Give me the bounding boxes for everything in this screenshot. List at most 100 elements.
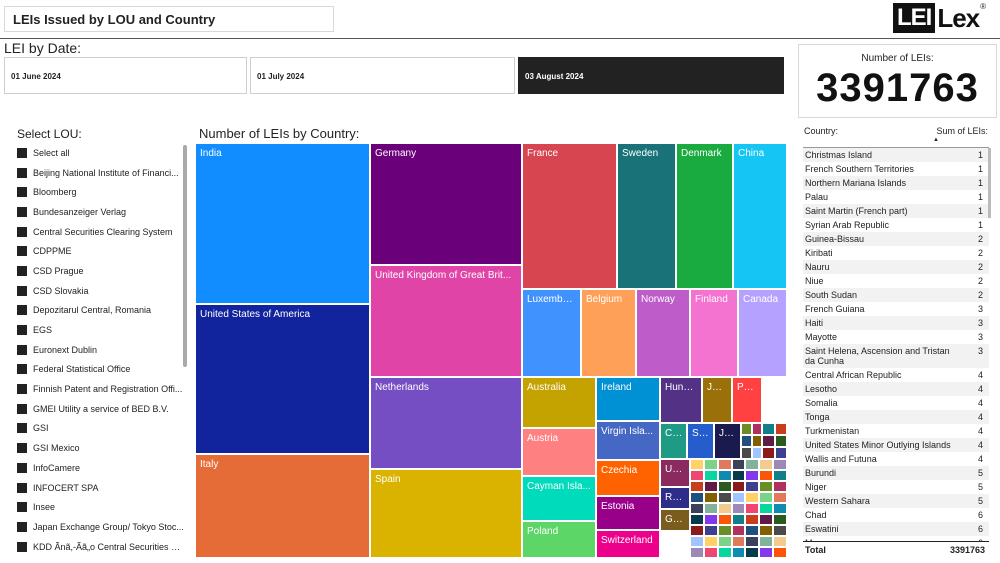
treemap-tile[interactable]: Po... <box>732 377 762 423</box>
treemap-tile-small[interactable] <box>773 525 787 536</box>
treemap-tile-small[interactable] <box>717 503 732 514</box>
treemap-tile[interactable]: Finland <box>690 289 738 377</box>
table-row[interactable]: Niue 2 <box>803 274 989 288</box>
sort-ascending-icon[interactable]: ▲ <box>933 137 939 143</box>
treemap-tile-small[interactable] <box>717 514 732 525</box>
table-row[interactable]: Western Sahara 5 <box>803 494 989 508</box>
treemap-tile-small[interactable] <box>741 435 752 447</box>
treemap-tile[interactable]: France <box>522 143 617 289</box>
table-row[interactable]: Wallis and Futuna 4 <box>803 452 989 466</box>
treemap-tile[interactable]: Belgium <box>581 289 636 377</box>
date-option-june[interactable]: 01 June 2024 <box>4 57 247 94</box>
table-row[interactable]: French Southern Territories 1 <box>803 162 989 176</box>
table-row[interactable]: South Sudan 2 <box>803 288 989 302</box>
treemap-tile[interactable]: Italy <box>195 454 370 558</box>
treemap-tile[interactable]: Un... <box>660 459 690 487</box>
treemap-tile-small[interactable] <box>773 492 787 503</box>
treemap-tile-small[interactable] <box>731 525 746 536</box>
treemap-tile-small[interactable] <box>690 525 704 536</box>
checkbox[interactable] <box>17 384 27 395</box>
treemap-tile-small[interactable] <box>745 481 760 492</box>
checkbox[interactable] <box>17 403 27 414</box>
treemap-tile[interactable]: Spain <box>370 469 522 558</box>
lou-item[interactable]: GSI Mexico <box>17 438 187 458</box>
treemap-tile-small[interactable] <box>703 470 718 481</box>
treemap-tile[interactable]: Cy... <box>660 423 687 459</box>
treemap-tile-small[interactable] <box>703 536 718 547</box>
table-row[interactable]: Lesotho 4 <box>803 382 989 396</box>
treemap-tile-small[interactable] <box>690 547 704 558</box>
treemap-tile-small[interactable] <box>703 547 718 558</box>
treemap-tile-small[interactable] <box>717 547 732 558</box>
treemap-tile-small[interactable] <box>774 423 787 435</box>
treemap-tile-small[interactable] <box>759 481 774 492</box>
date-option-august[interactable]: 03 August 2024 <box>518 57 784 94</box>
treemap-tile[interactable]: Gu... <box>660 509 690 531</box>
lou-item[interactable]: Beijing National Institute of Financi... <box>17 163 187 183</box>
treemap-tile-small[interactable] <box>759 547 774 558</box>
treemap-tile-small[interactable] <box>690 459 704 470</box>
treemap-tile-small[interactable] <box>745 525 760 536</box>
treemap-tile-small[interactable] <box>731 503 746 514</box>
treemap-tile[interactable]: Austria <box>522 428 596 476</box>
treemap-tile[interactable]: Poland <box>522 521 596 558</box>
lou-item[interactable]: CDPPME <box>17 241 187 261</box>
treemap-tile-small[interactable] <box>774 435 787 447</box>
treemap-tile-small[interactable] <box>751 423 762 435</box>
lou-item[interactable]: Bloomberg <box>17 182 187 202</box>
treemap-tile[interactable]: Canada <box>738 289 787 377</box>
treemap-tile-small[interactable] <box>717 492 732 503</box>
lou-item[interactable]: INFOCERT SPA <box>17 478 187 498</box>
treemap-tile-small[interactable] <box>759 492 774 503</box>
treemap-tile-small[interactable] <box>751 447 762 459</box>
checkbox[interactable] <box>17 423 27 434</box>
treemap-tile-small[interactable] <box>762 423 775 435</box>
treemap-tile[interactable]: Hung... <box>660 377 702 423</box>
table-row[interactable]: Guinea-Bissau 2 <box>803 232 989 246</box>
treemap-tile[interactable]: United States of America <box>195 304 370 454</box>
table-row[interactable]: Saint Martin (French part) 1 <box>803 204 989 218</box>
treemap-tile-small[interactable] <box>690 492 704 503</box>
col-country-header[interactable]: Country: <box>804 126 839 136</box>
treemap-tile-small[interactable] <box>690 503 704 514</box>
table-row[interactable]: Saint Helena, Ascension and Tristan da C… <box>803 344 989 368</box>
checkbox[interactable] <box>17 364 27 375</box>
treemap-tile-small[interactable] <box>690 481 704 492</box>
checkbox[interactable] <box>17 443 27 454</box>
treemap-tile-small[interactable] <box>745 547 760 558</box>
table-row[interactable]: Central African Republic 4 <box>803 368 989 382</box>
treemap-tile-small[interactable] <box>731 481 746 492</box>
checkbox[interactable] <box>17 265 27 276</box>
checkbox[interactable] <box>17 305 27 316</box>
treemap-tile-small[interactable] <box>759 525 774 536</box>
table-row[interactable]: Palau 1 <box>803 190 989 204</box>
table-row[interactable]: Christmas Island 1 <box>803 148 989 162</box>
lou-item[interactable]: GSI <box>17 419 187 439</box>
treemap-tile-small[interactable] <box>741 447 752 459</box>
lou-item[interactable]: EGS <box>17 320 187 340</box>
treemap-tile[interactable]: St... <box>687 423 714 459</box>
treemap-tile-small[interactable] <box>762 447 775 459</box>
treemap-tile[interactable]: Cayman Isla... <box>522 476 596 521</box>
treemap-tile[interactable]: Australia <box>522 377 596 428</box>
lou-item[interactable]: Euronext Dublin <box>17 340 187 360</box>
treemap-tile-small[interactable] <box>759 514 774 525</box>
treemap-tile-small[interactable] <box>773 481 787 492</box>
treemap-tile-small[interactable] <box>717 525 732 536</box>
table-row[interactable]: Eswatini 6 <box>803 522 989 536</box>
treemap-tile[interactable]: Luxembo... <box>522 289 581 377</box>
treemap-tile-small[interactable] <box>773 470 787 481</box>
lou-item[interactable]: Bundesanzeiger Verlag <box>17 202 187 222</box>
checkbox[interactable] <box>17 187 27 198</box>
treemap-tile[interactable]: Netherlands <box>370 377 522 469</box>
treemap-tile[interactable]: Switzerland <box>596 530 660 558</box>
checkbox[interactable] <box>17 167 27 178</box>
table-row[interactable]: Kiribati 2 <box>803 246 989 260</box>
treemap-tile-small[interactable] <box>717 481 732 492</box>
treemap-tile[interactable]: Ireland <box>596 377 660 421</box>
treemap-tile-small[interactable] <box>703 481 718 492</box>
treemap-tile-small[interactable] <box>703 503 718 514</box>
treemap-tile[interactable]: Czechia <box>596 460 660 496</box>
treemap-tile[interactable]: Je... <box>714 423 741 459</box>
treemap-tile[interactable]: Denmark <box>676 143 733 289</box>
